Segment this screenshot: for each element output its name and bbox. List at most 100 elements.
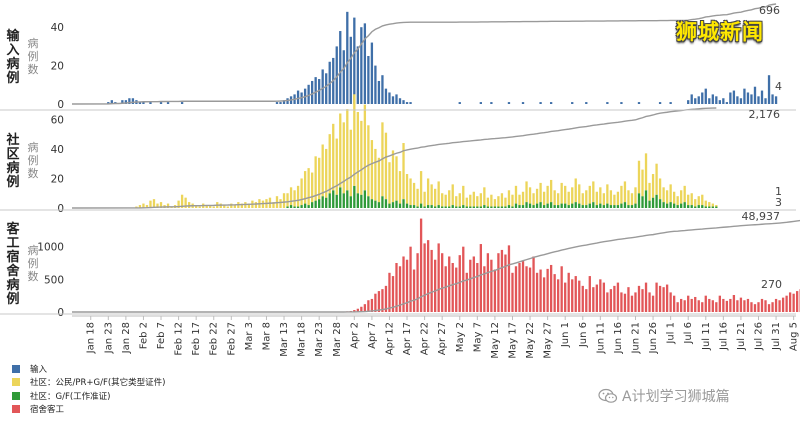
- bar-community-citizen: [690, 193, 693, 206]
- bar-community-citizen: [398, 171, 402, 204]
- bar-community-citizen: [620, 185, 623, 204]
- bar-community-gf: [676, 205, 679, 208]
- panel-title: 输入病例: [6, 28, 20, 86]
- bar-dormitory: [567, 272, 570, 312]
- bar-imported: [620, 102, 623, 104]
- bar-community-citizen: [697, 196, 700, 206]
- bar-community-citizen: [205, 205, 208, 208]
- bar-dormitory: [507, 245, 511, 312]
- bar-imported: [384, 88, 388, 104]
- bar-imported: [346, 11, 349, 105]
- bar-community-citizen: [156, 203, 159, 208]
- bar-dormitory: [398, 266, 402, 312]
- bar-community-citizen: [261, 200, 265, 208]
- bar-dormitory: [722, 298, 725, 312]
- x-tick-label: May 12: [490, 322, 501, 359]
- bar-community-citizen: [423, 191, 426, 207]
- bar-community-citizen: [680, 190, 683, 204]
- bar-community-gf: [360, 194, 363, 208]
- bar-community-gf: [469, 206, 472, 208]
- bar-imported: [549, 102, 553, 104]
- bar-imported: [774, 96, 778, 104]
- bar-dormitory: [521, 261, 525, 312]
- bar-community-citizen: [704, 200, 707, 207]
- x-tick-label: Jul 31: [771, 322, 782, 351]
- panel-title: 社区病例: [5, 132, 19, 190]
- bar-community-citizen: [388, 162, 391, 204]
- bar-community-gf: [374, 200, 377, 208]
- bar-community-gf: [349, 196, 352, 208]
- bar-community-citizen: [152, 199, 156, 208]
- bar-imported: [131, 98, 135, 104]
- bar-dormitory: [444, 266, 447, 312]
- bar-community-citizen: [493, 199, 497, 207]
- bar-community-gf: [708, 206, 711, 208]
- bar-community-citizen: [623, 181, 627, 203]
- bar-dormitory: [374, 293, 377, 312]
- bar-community-gf: [690, 205, 693, 208]
- bar-community-citizen: [683, 185, 686, 203]
- bar-community-citizen: [465, 197, 468, 207]
- bar-community-gf: [627, 205, 630, 208]
- bar-imported: [711, 94, 714, 104]
- bar-community-gf: [581, 205, 584, 208]
- bar-imported: [377, 80, 381, 104]
- bar-dormitory: [602, 282, 606, 312]
- bar-dormitory: [641, 289, 644, 312]
- bar-imported: [279, 102, 282, 104]
- bar-community-gf: [592, 202, 595, 208]
- bar-community-gf: [353, 185, 356, 208]
- bar-dormitory: [718, 295, 721, 312]
- bar-community-citizen: [177, 200, 180, 208]
- x-tick-label: Feb 27: [226, 322, 237, 356]
- bar-imported: [149, 102, 152, 104]
- bar-community-citizen: [402, 143, 405, 200]
- bar-community-gf: [490, 206, 493, 208]
- bar-imported: [370, 42, 374, 104]
- bar-community-gf: [388, 203, 391, 208]
- bar-dormitory: [528, 267, 532, 312]
- bar-community-citizen: [672, 191, 676, 204]
- bar-imported: [739, 98, 743, 104]
- bar-imported: [121, 100, 124, 104]
- x-tick-label: Apr 7: [367, 322, 378, 349]
- bar-community-gf: [528, 203, 532, 208]
- bar-dormitory: [585, 289, 588, 312]
- bar-community-citizen: [504, 197, 507, 207]
- bar-imported: [318, 79, 321, 104]
- bar-community-gf: [507, 205, 511, 208]
- bar-dormitory: [697, 300, 700, 312]
- bar-dormitory: [788, 292, 792, 312]
- bar-community-gf: [465, 206, 468, 208]
- bar-community-gf: [504, 206, 507, 208]
- x-tick-label: Mar 3: [244, 322, 255, 350]
- bar-dormitory: [542, 277, 546, 312]
- y-tick-label: 60: [51, 114, 64, 126]
- legend-swatch: [12, 378, 20, 387]
- bar-dormitory: [655, 282, 658, 312]
- bar-dormitory: [395, 263, 398, 312]
- bar-dormitory: [658, 285, 662, 312]
- bar-community-gf: [549, 202, 553, 208]
- bar-community-gf: [483, 205, 486, 208]
- bar-dormitory: [774, 298, 778, 312]
- x-tick-label: Feb 2: [138, 322, 149, 349]
- bar-community-gf: [391, 202, 395, 208]
- cumulative-total-label: 48,937: [742, 210, 781, 223]
- bar-community-citizen: [637, 160, 641, 194]
- bar-dormitory: [620, 292, 623, 312]
- bar-community-citizen: [486, 197, 490, 207]
- bar-imported: [349, 36, 352, 104]
- bar-community-citizen: [641, 169, 644, 197]
- x-tick-label: Mar 13: [279, 322, 290, 357]
- bar-dormitory: [680, 298, 683, 312]
- bar-imported: [490, 102, 493, 104]
- bar-dormitory: [613, 285, 616, 312]
- bars-layer: [107, 11, 800, 312]
- bar-community-citizen: [289, 187, 293, 206]
- bar-dormitory: [715, 302, 718, 312]
- legend-item: 社区：公民/PR+G/F(其它类型证件): [12, 376, 166, 390]
- bar-community-citizen: [518, 194, 521, 206]
- bar-community-citizen: [384, 132, 388, 200]
- bar-community-citizen: [560, 182, 563, 204]
